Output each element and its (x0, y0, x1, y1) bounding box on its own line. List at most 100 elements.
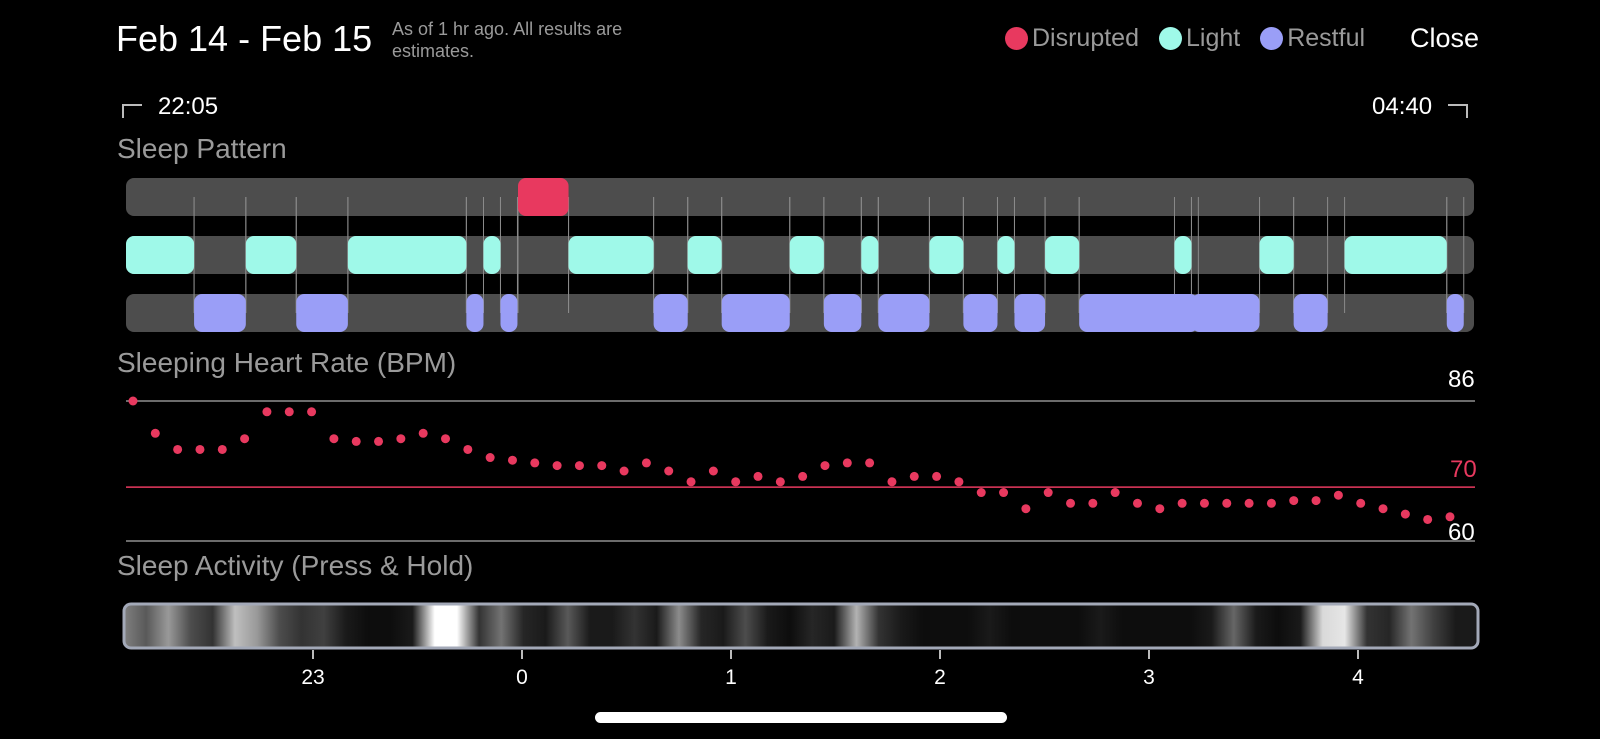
legend-item-light: Light (1159, 24, 1240, 53)
activity-axis-label: 0 (516, 666, 528, 689)
disrupted-dot-icon (1005, 27, 1028, 50)
stage-segment-light (347, 236, 467, 274)
hr-point (1289, 496, 1299, 506)
stage-segment-restful (1014, 294, 1046, 332)
sleep-activity-title: Sleep Activity (Press & Hold) (117, 550, 474, 581)
hr-point (999, 488, 1009, 498)
stage-segment-light (929, 236, 964, 274)
stage-segment-restful (823, 294, 862, 332)
stage-segment-restful (653, 294, 688, 332)
hr-point (798, 471, 808, 481)
hr-point (1222, 498, 1232, 508)
hr-point (753, 471, 763, 481)
legend-item-restful: Restful (1260, 24, 1365, 53)
hr-point (1155, 504, 1165, 514)
stage-segment-restful (1293, 294, 1328, 332)
stage-segment-light (568, 236, 654, 274)
stage-segment-restful (1446, 294, 1464, 332)
hr-point (775, 477, 785, 487)
stage-segment-light (1174, 236, 1192, 274)
restful-dot-icon (1260, 27, 1284, 50)
heart-rate-title: Sleeping Heart Rate (BPM) (117, 347, 457, 378)
stage-segment-restful (878, 294, 930, 332)
hr-point (1266, 498, 1276, 508)
legend-label-disrupted: Disrupted (1032, 24, 1139, 52)
start-bracket-icon (122, 104, 142, 118)
hr-point (909, 471, 919, 481)
activity-axis-label: 2 (934, 666, 946, 689)
stage-segment-light (126, 236, 195, 274)
stage-segment-light (861, 236, 879, 274)
hr-point (329, 434, 339, 444)
activity-axis-label: 23 (301, 666, 324, 689)
hr-point (731, 477, 741, 487)
hr-point (842, 458, 852, 468)
hr-point (619, 466, 629, 476)
hr-point (1021, 504, 1031, 514)
legend-label-light: Light (1186, 24, 1241, 52)
hr-point (240, 434, 250, 444)
close-button[interactable]: Close (1410, 23, 1480, 53)
hr-point (1132, 498, 1142, 508)
hr-point (441, 434, 451, 444)
hr-point (1199, 498, 1209, 508)
stage-segment-light (1259, 236, 1294, 274)
legend-item-disrupted: Disrupted (1005, 24, 1139, 53)
hr-point (262, 407, 272, 417)
hr-point (1423, 514, 1433, 524)
stage-segment-restful (194, 294, 246, 332)
hr-point (1043, 488, 1053, 498)
hr-point (396, 434, 406, 444)
stage-segment-restful (1191, 294, 1260, 332)
stage-segment-disrupted (517, 178, 569, 216)
hr-point (150, 428, 160, 438)
hr-point (284, 407, 294, 417)
hr-point (1110, 488, 1120, 498)
hr-point (507, 455, 517, 465)
hr-avg-label: 70 (1450, 456, 1477, 483)
stage-segment-light (789, 236, 824, 274)
hr-point (217, 444, 227, 454)
hr-point (374, 436, 384, 446)
hr-point (597, 461, 607, 471)
hr-point (820, 461, 830, 471)
stage-segment-restful (500, 294, 518, 332)
stage-segment-light (483, 236, 501, 274)
home-indicator[interactable] (595, 712, 1007, 723)
stage-segment-light (997, 236, 1015, 274)
hr-point (1066, 498, 1076, 508)
hr-point (195, 444, 205, 454)
pattern-track-disrupted (126, 178, 1474, 216)
stage-segment-light (245, 236, 297, 274)
end-time-label: 04:40 (1372, 93, 1433, 120)
stage-segment-light (1344, 236, 1447, 274)
activity-axis-label: 1 (725, 666, 737, 689)
hr-point (1244, 498, 1254, 508)
hr-point (128, 396, 138, 406)
hr-point (1333, 490, 1343, 500)
end-time-marker: 04:40 (1372, 93, 1469, 121)
start-time-marker: 22:05 (122, 93, 218, 121)
hr-min-label: 60 (1448, 519, 1475, 546)
hr-point (574, 461, 584, 471)
hr-point (1400, 509, 1410, 519)
hr-point (954, 477, 964, 487)
hr-point (708, 466, 718, 476)
hr-point (1311, 496, 1321, 506)
hr-point (463, 444, 473, 454)
hr-point (932, 471, 942, 481)
hr-point (641, 458, 651, 468)
activity-axis-label: 3 (1143, 666, 1155, 689)
hr-point (1445, 512, 1455, 522)
hr-point (686, 477, 696, 487)
stage-legend: Disrupted Light Restful (1005, 24, 1385, 53)
stage-segment-restful (721, 294, 790, 332)
sleep-activity-strip[interactable] (122, 602, 1480, 650)
hr-point (530, 458, 540, 468)
start-time-label: 22:05 (158, 93, 219, 120)
stage-segment-restful (296, 294, 348, 332)
stage-segment-restful (466, 294, 484, 332)
stage-segment-light (687, 236, 722, 274)
hr-point (664, 466, 674, 476)
